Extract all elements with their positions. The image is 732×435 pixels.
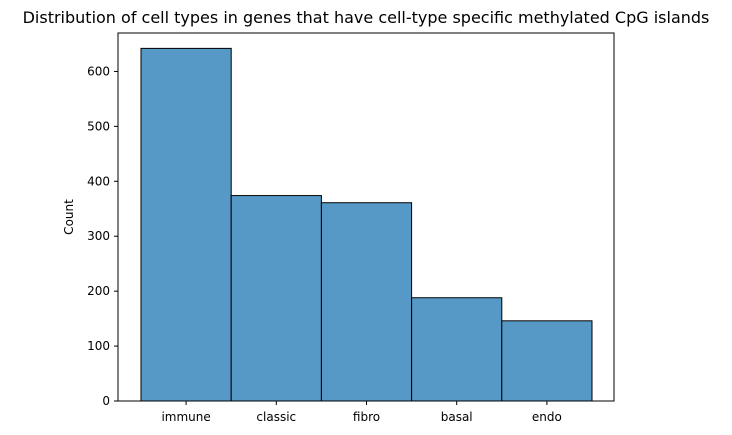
bar-immune bbox=[140, 47, 232, 402]
bar-fibro bbox=[320, 202, 413, 402]
x-tick-label-endo: endo bbox=[532, 410, 562, 424]
bar-classic bbox=[230, 195, 322, 402]
x-tick-label-classic: classic bbox=[256, 410, 296, 424]
y-tick-label-400: 400 bbox=[87, 174, 110, 188]
x-tick-label-fibro: fibro bbox=[353, 410, 380, 424]
bars-layer bbox=[140, 47, 593, 402]
y-tick-label-100: 100 bbox=[87, 339, 110, 353]
y-tick-label-0: 0 bbox=[102, 394, 110, 408]
y-axis-label: Count bbox=[62, 199, 76, 235]
chart-title: Distribution of cell types in genes that… bbox=[23, 8, 710, 27]
y-tick-label-500: 500 bbox=[87, 119, 110, 133]
x-axis-ticks: immune classic fibro basal endo bbox=[161, 401, 562, 424]
y-axis-ticks: 0 100 200 300 400 500 600 bbox=[87, 64, 118, 408]
x-tick-label-basal: basal bbox=[441, 410, 473, 424]
bar-basal bbox=[411, 297, 503, 402]
y-tick-label-300: 300 bbox=[87, 229, 110, 243]
bar-endo bbox=[501, 320, 593, 402]
y-tick-label-200: 200 bbox=[87, 284, 110, 298]
x-tick-label-immune: immune bbox=[161, 410, 210, 424]
y-tick-label-600: 600 bbox=[87, 64, 110, 78]
